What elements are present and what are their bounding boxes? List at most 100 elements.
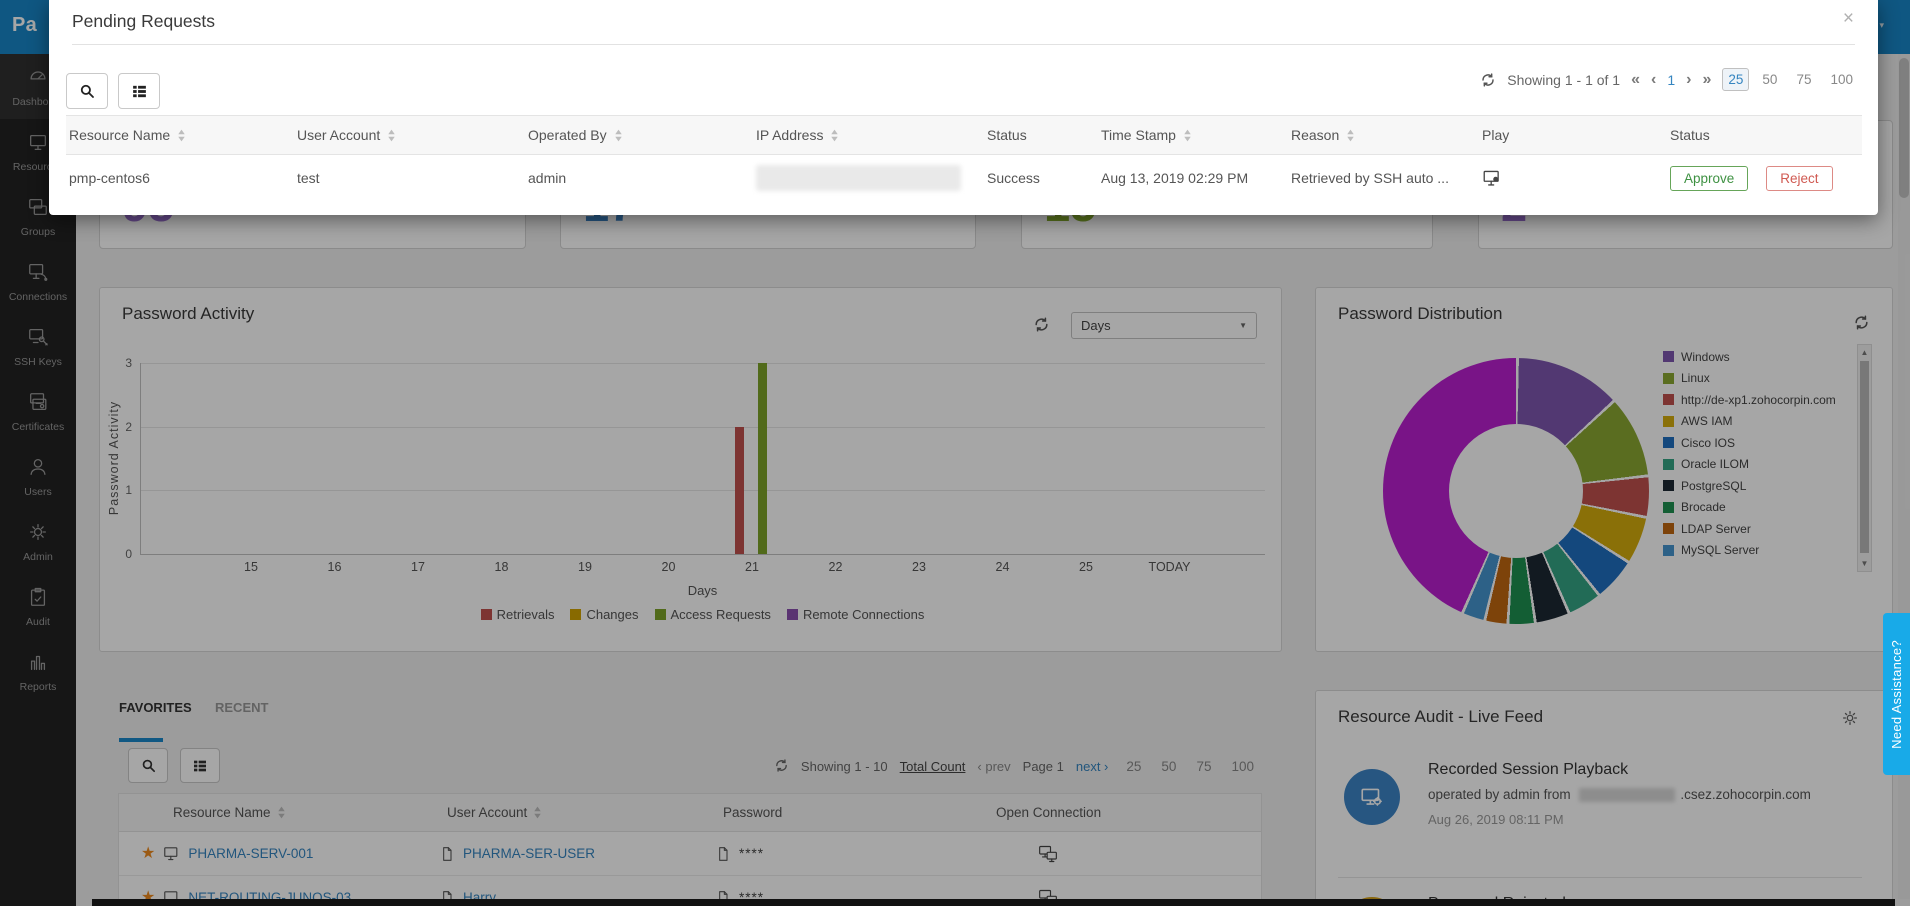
refresh-icon[interactable] <box>774 758 789 776</box>
next-page-link[interactable]: next › <box>1075 759 1109 774</box>
sort-icon[interactable] <box>387 129 396 142</box>
admin-icon <box>27 521 49 548</box>
tab-favorites[interactable]: FAVORITES <box>119 700 192 715</box>
total-count-link[interactable]: Total Count <box>899 759 966 774</box>
legend-scrollbar[interactable]: ▲ ▼ <box>1857 344 1872 572</box>
x-axis-tick: 18 <box>494 560 509 574</box>
table-header-row: Resource Name User Account Operated By I… <box>66 115 1862 155</box>
y-axis-tick: 0 <box>125 547 132 561</box>
sidebar-item-label: Audit <box>26 615 50 628</box>
chevron-down-icon: ▾ <box>1879 19 1884 30</box>
page-size-50[interactable]: 50 <box>1762 72 1778 87</box>
page-size-50[interactable]: 50 <box>1161 759 1177 774</box>
sort-icon[interactable] <box>277 806 286 819</box>
page-size-25[interactable]: 25 <box>1722 68 1750 91</box>
column-header[interactable]: Reason <box>1291 127 1340 143</box>
scroll-up-icon[interactable]: ▲ <box>1860 348 1869 357</box>
x-axis-tick: TODAY <box>1148 560 1191 574</box>
showing-count: Showing 1 - 10 <box>800 759 888 774</box>
resource-link[interactable]: PHARMA-SERV-001 <box>188 846 314 861</box>
list-columns-icon <box>132 85 146 97</box>
column-chooser-button[interactable] <box>118 73 160 109</box>
bar-access-requests <box>757 362 767 554</box>
password-copy-icon[interactable] <box>715 846 731 862</box>
x-axis-label: Days <box>687 583 718 598</box>
feed-entry-time: Aug 26, 2019 08:11 PM <box>1428 812 1564 828</box>
legend-item: http://de-xp1.zohocorpin.com <box>1663 389 1836 411</box>
column-header[interactable]: User Account <box>297 127 381 143</box>
legend-swatch <box>1663 501 1674 513</box>
open-connection-icon[interactable] <box>1038 844 1058 864</box>
favorite-star-icon[interactable]: ★ <box>141 844 156 862</box>
play-session-icon[interactable] <box>1482 169 1502 187</box>
column-header[interactable]: User Account <box>447 805 528 820</box>
sidebar-item-admin[interactable]: Admin <box>0 509 76 574</box>
favorites-row: ★ PHARMA-SERV-001 PHARMA-SER-USER **** <box>119 832 1261 876</box>
tab-recent[interactable]: RECENT <box>215 700 269 715</box>
reject-button[interactable]: Reject <box>1766 165 1833 191</box>
password-activity-chart: 0 1 2 3 15 16 17 18 19 20 21 22 23 24 25 TODAY Password … <box>100 288 1281 651</box>
page-size-75[interactable]: 75 <box>1196 759 1212 774</box>
page-indicator: Page 1 <box>1022 759 1064 774</box>
sidebar-item-reports[interactable]: Reports <box>0 639 76 704</box>
page-size-100[interactable]: 100 <box>1830 72 1853 87</box>
search-button[interactable] <box>128 748 168 783</box>
page-size-75[interactable]: 75 <box>1796 72 1812 87</box>
column-header[interactable]: Resource Name <box>69 127 171 143</box>
next-page-icon[interactable]: › <box>1686 70 1692 88</box>
first-page-icon[interactable]: « <box>1631 70 1641 88</box>
legend-item: Windows <box>1663 346 1836 368</box>
scrollbar-thumb[interactable] <box>1899 58 1909 198</box>
x-axis-tick: 20 <box>661 560 676 574</box>
page-number[interactable]: 1 <box>1667 71 1676 88</box>
scroll-down-icon[interactable]: ▼ <box>1860 559 1869 568</box>
refresh-icon[interactable] <box>1033 316 1050 338</box>
refresh-icon[interactable] <box>1480 72 1496 88</box>
sort-icon[interactable] <box>533 806 542 819</box>
approve-button[interactable]: Approve <box>1670 165 1749 191</box>
sidebar-item-certificates[interactable]: Certificates <box>0 379 76 444</box>
legend-swatch <box>1663 523 1674 535</box>
refresh-icon[interactable] <box>1853 314 1870 336</box>
need-assistance-tab[interactable]: Need Assistance? <box>1883 613 1910 775</box>
sshkeys-icon <box>27 326 49 353</box>
period-selector-dropdown[interactable]: Days ▼ <box>1071 312 1257 339</box>
page-size-100[interactable]: 100 <box>1231 759 1254 774</box>
panel-title: Resource Audit - Live Feed <box>1338 707 1544 726</box>
page-size-25[interactable]: 25 <box>1126 759 1142 774</box>
column-header: Password <box>723 805 783 820</box>
column-chooser-button[interactable] <box>180 748 220 783</box>
feed-entry-detail: operated by admin from .csez.zohocorpin.… <box>1428 787 1811 803</box>
x-axis-tick: 17 <box>411 560 425 574</box>
sort-icon[interactable] <box>1346 129 1355 142</box>
column-header[interactable]: IP Address <box>756 127 824 143</box>
panel-title: Password Distribution <box>1338 304 1503 323</box>
sort-icon[interactable] <box>1183 129 1192 142</box>
redacted-hostname <box>1579 788 1676 803</box>
scrollbar-thumb[interactable] <box>1860 361 1869 553</box>
account-link[interactable]: PHARMA-SER-USER <box>463 846 596 861</box>
gridline <box>140 362 1265 364</box>
period-selector-value: Days <box>1081 318 1111 333</box>
legend-label: Linux <box>1681 371 1710 386</box>
sort-icon[interactable] <box>830 129 839 142</box>
column-header[interactable]: Operated By <box>528 127 607 143</box>
sidebar-item-groups[interactable]: Groups <box>0 184 76 249</box>
search-button[interactable] <box>66 73 108 109</box>
sidebar-item-ssh-keys[interactable]: SSH Keys <box>0 314 76 379</box>
prev-page-link[interactable]: ‹ prev <box>977 759 1011 774</box>
sidebar-item-label: Admin <box>23 550 53 563</box>
close-icon[interactable]: × <box>1842 8 1854 29</box>
favorites-table-body: ★ PHARMA-SERV-001 PHARMA-SER-USER **** ★ NET-… <box>119 832 1261 906</box>
sort-icon[interactable] <box>614 129 623 142</box>
last-page-icon[interactable]: » <box>1702 70 1712 88</box>
column-header[interactable]: Time Stamp <box>1101 127 1176 143</box>
sidebar-item-users[interactable]: Users <box>0 444 76 509</box>
sort-icon[interactable] <box>177 129 186 142</box>
gear-icon[interactable] <box>1841 709 1859 732</box>
sidebar-item-connections[interactable]: Connections <box>0 249 76 314</box>
sidebar-item-audit[interactable]: Audit <box>0 574 76 639</box>
prev-page-icon[interactable]: ‹ <box>1651 70 1657 88</box>
column-header[interactable]: Resource Name <box>173 805 271 820</box>
sidebar-item-label: Users <box>24 485 52 498</box>
